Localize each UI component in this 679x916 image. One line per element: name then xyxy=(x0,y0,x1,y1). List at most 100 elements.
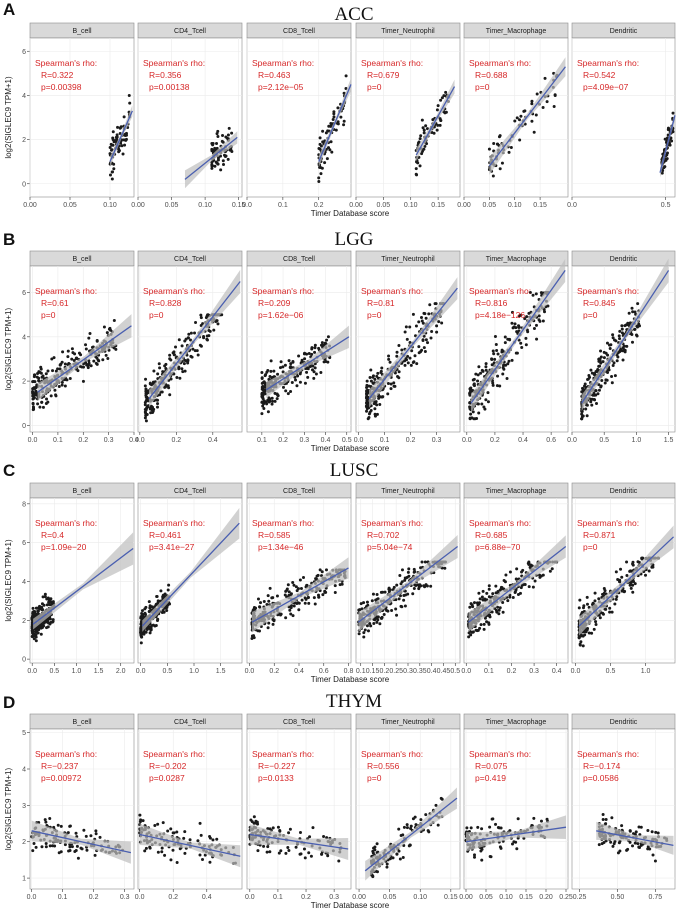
data-point xyxy=(111,130,115,134)
data-point xyxy=(495,349,499,353)
data-point xyxy=(177,338,181,342)
data-point xyxy=(202,336,206,340)
data-point xyxy=(58,367,62,371)
data-point xyxy=(205,334,209,338)
data-point xyxy=(333,584,337,588)
y-tick-label: 0 xyxy=(22,423,26,430)
data-point xyxy=(46,369,50,373)
data-point xyxy=(41,595,45,599)
data-point xyxy=(221,159,225,163)
data-point xyxy=(366,629,370,633)
stat-p: p=2.12e−05 xyxy=(258,82,304,92)
stat-header: Spearman's rho: xyxy=(252,749,314,759)
data-point xyxy=(305,370,309,374)
data-point xyxy=(650,830,654,834)
data-point xyxy=(49,597,53,601)
data-point xyxy=(491,592,495,596)
data-point xyxy=(514,577,518,581)
data-point xyxy=(156,599,160,603)
data-point xyxy=(256,597,260,601)
data-point xyxy=(275,397,279,401)
data-point xyxy=(307,851,311,855)
x-tick-label: 0.5 xyxy=(606,668,616,675)
data-point xyxy=(668,143,672,147)
data-point xyxy=(401,833,405,837)
data-point xyxy=(585,403,589,407)
x-tick-label: 0.0 xyxy=(245,668,255,675)
data-point xyxy=(294,378,298,382)
data-point xyxy=(519,586,523,590)
data-point xyxy=(420,560,424,564)
data-point xyxy=(468,605,472,609)
data-point xyxy=(291,580,295,584)
data-point xyxy=(623,324,627,328)
data-point xyxy=(412,360,416,364)
data-point xyxy=(70,357,74,361)
data-point xyxy=(397,370,401,374)
data-point xyxy=(491,349,495,353)
data-point xyxy=(618,350,622,354)
data-point xyxy=(469,602,473,606)
stat-header: Spearman's rho: xyxy=(252,58,314,68)
data-point xyxy=(260,381,264,385)
data-point xyxy=(193,331,197,335)
data-point xyxy=(397,376,401,380)
x-tick-label: 1.0 xyxy=(189,668,199,675)
data-point xyxy=(73,849,77,853)
data-point xyxy=(168,353,172,357)
data-point xyxy=(597,597,601,601)
data-point xyxy=(597,388,601,392)
x-axis-title: Timer Database score xyxy=(311,675,390,684)
data-point xyxy=(367,415,371,419)
data-point xyxy=(487,621,491,625)
data-point xyxy=(48,816,52,820)
data-point xyxy=(519,114,523,118)
data-point xyxy=(302,352,306,356)
data-point xyxy=(475,417,479,421)
data-point xyxy=(665,153,669,157)
data-point xyxy=(616,355,620,359)
y-tick-label: 1 xyxy=(22,876,26,883)
regression-line xyxy=(37,325,132,393)
data-point xyxy=(112,167,116,171)
data-point xyxy=(342,123,346,127)
data-point xyxy=(511,596,515,600)
data-point xyxy=(400,568,404,572)
data-point xyxy=(482,622,486,626)
data-point xyxy=(435,324,439,328)
stat-r: R=0.61 xyxy=(41,298,69,308)
data-point xyxy=(316,573,320,577)
data-point xyxy=(418,164,422,168)
data-point xyxy=(318,568,322,572)
data-point xyxy=(155,405,159,409)
data-point xyxy=(278,366,282,370)
y-tick-label: 3 xyxy=(22,803,26,810)
data-point xyxy=(397,597,401,601)
data-point xyxy=(422,311,426,315)
data-point xyxy=(332,112,336,116)
data-point xyxy=(524,336,528,340)
data-point xyxy=(44,845,48,849)
stat-header: Spearman's rho: xyxy=(143,286,205,296)
data-point xyxy=(436,123,440,127)
data-point xyxy=(313,602,317,606)
data-point xyxy=(286,845,290,849)
data-point xyxy=(531,585,535,589)
data-point xyxy=(518,118,522,122)
data-point xyxy=(513,322,517,326)
data-point xyxy=(406,354,410,358)
data-point xyxy=(140,609,144,613)
data-point xyxy=(609,840,613,844)
data-point xyxy=(305,366,309,370)
data-point xyxy=(260,412,264,416)
data-point xyxy=(307,601,311,605)
data-point xyxy=(287,831,291,835)
data-point xyxy=(671,111,675,115)
confidence-band xyxy=(266,325,349,398)
data-point xyxy=(469,826,473,830)
facet-strip-label: Timer_Neutrophil xyxy=(381,488,435,495)
data-point xyxy=(101,358,105,362)
data-point xyxy=(299,852,303,856)
data-point xyxy=(407,567,411,571)
